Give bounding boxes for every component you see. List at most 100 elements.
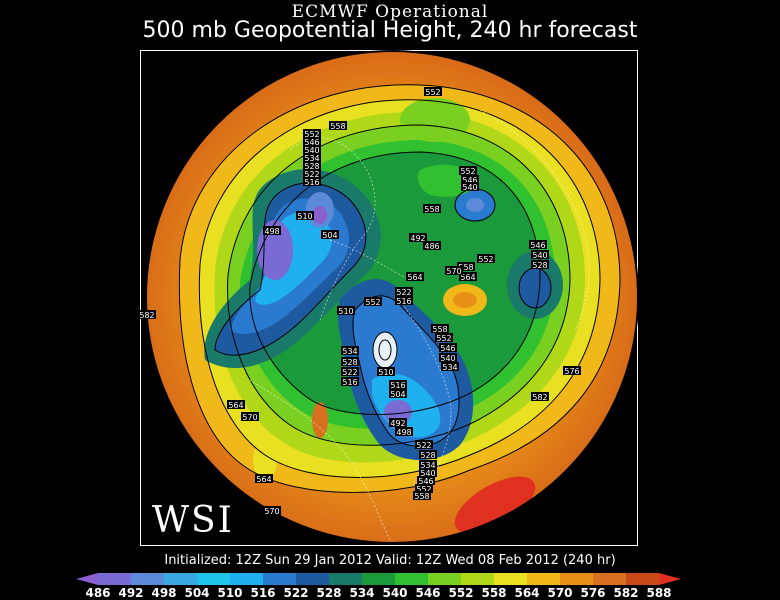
contour-label: 516 xyxy=(396,297,411,306)
contour-label-bg xyxy=(341,357,359,366)
contour-label: 516 xyxy=(390,381,405,390)
contour-label: 510 xyxy=(338,307,353,316)
colorbar-right-arrow xyxy=(659,573,681,585)
colorbar-swatch xyxy=(263,573,296,585)
title-line-1: ECMWF Operational xyxy=(291,2,489,22)
contour-label-bg xyxy=(321,230,339,239)
contour-label-bg xyxy=(337,306,355,315)
colorbar-tick-label: 564 xyxy=(514,586,540,600)
contour-label: 558 xyxy=(424,205,439,214)
colorbar-tick-label: 540 xyxy=(382,586,408,600)
contour-label-bg xyxy=(389,418,407,427)
contour-label-bg xyxy=(439,343,457,352)
colorbar-tick-label: 582 xyxy=(613,586,639,600)
contour-label-bg xyxy=(461,182,479,191)
contour-label: 492 xyxy=(410,234,425,243)
colorbar-swatch xyxy=(395,573,428,585)
contour-label-bg xyxy=(303,153,321,162)
contour-label-bg xyxy=(424,87,442,96)
contour-label-bg xyxy=(415,440,433,449)
contour-label-bg xyxy=(415,484,433,493)
contour-label-bg xyxy=(255,474,273,483)
contour-label: 558 xyxy=(432,325,447,334)
contour-label: 582 xyxy=(139,311,154,320)
colorbar-swatch xyxy=(560,573,593,585)
colorbar-tick-label: 498 xyxy=(151,586,177,600)
contour-label-bg xyxy=(406,272,424,281)
contour-label: 528 xyxy=(304,162,319,171)
contour-label: 552 xyxy=(365,298,380,307)
contour-label: 528 xyxy=(532,261,547,270)
contour-label-bg xyxy=(329,121,347,130)
colorbar-tick-label: 558 xyxy=(481,586,507,600)
colorbar-ticks: 486 492 498 504 510 516 522 528 534 540 546 552 558 5… xyxy=(0,586,780,600)
contour-label: 552 xyxy=(478,255,493,264)
contour-label: 534 xyxy=(304,154,319,163)
contour-label-bg xyxy=(419,450,437,459)
contour-label-bg xyxy=(389,380,407,389)
contour-label-bg xyxy=(529,240,547,249)
contour-label: 522 xyxy=(304,170,319,179)
contour-label-bg xyxy=(303,169,321,178)
title-line-2: 500 mb Geopotential Height, 240 hr forec… xyxy=(142,18,638,43)
contour-label: 498 xyxy=(264,227,279,236)
contour-label-bg xyxy=(341,346,359,355)
contour-label-bg xyxy=(263,506,281,515)
colorbar-swatch xyxy=(197,573,230,585)
colorbar-tick-label: 504 xyxy=(184,586,210,600)
colorbar-left-arrow xyxy=(76,573,98,585)
contour-label-bg xyxy=(423,241,441,250)
colorbar-tick-label: 486 xyxy=(85,586,111,600)
contour-label: 552 xyxy=(425,88,440,97)
contour-label-bg xyxy=(531,250,549,259)
contour-label-bg xyxy=(303,129,321,138)
contour-label: 570 xyxy=(446,267,461,276)
colorbar-tick-label: 522 xyxy=(283,586,309,600)
contour-label: 534 xyxy=(420,461,435,470)
contour-label: 486 xyxy=(424,242,439,251)
contour-label: 510 xyxy=(297,212,312,221)
colorbar-tick-label: 552 xyxy=(448,586,474,600)
contour-label-bg xyxy=(138,310,156,319)
colorbar-swatch xyxy=(164,573,197,585)
contour-label-bg xyxy=(531,260,549,269)
contour-label: 558 xyxy=(330,122,345,131)
contour-label: 546 xyxy=(440,344,455,353)
contour-label-bg xyxy=(241,412,259,421)
contour-label: 570 xyxy=(242,413,257,422)
contour-label: 564 xyxy=(407,273,422,282)
colorbar-swatch xyxy=(131,573,164,585)
contour-label: 558 xyxy=(414,492,429,501)
colorbar-tick-label: 516 xyxy=(250,586,276,600)
colorbar-tick-label: 534 xyxy=(349,586,375,600)
contour-label-bg xyxy=(303,177,321,186)
contour-label: 534 xyxy=(342,347,357,356)
colorbar xyxy=(76,573,681,585)
contour-label: 564 xyxy=(256,475,271,484)
contour-label: 540 xyxy=(420,469,435,478)
contour-label-bg xyxy=(303,137,321,146)
contour-label-bg xyxy=(377,367,395,376)
colorbar-swatch xyxy=(296,573,329,585)
contour-label-bg xyxy=(303,145,321,154)
contour-label-bg xyxy=(423,204,441,213)
colorbar-swatch xyxy=(329,573,362,585)
colorbar-tick-label: 570 xyxy=(547,586,573,600)
contour-label-bg xyxy=(445,266,463,275)
contour-label: 564 xyxy=(460,273,475,282)
contour-label-bg xyxy=(439,353,457,362)
colorbar-tick-label: 588 xyxy=(646,586,672,600)
contour-label-bg xyxy=(441,362,459,371)
colorbar-swatch xyxy=(527,573,560,585)
contour-label-bg xyxy=(413,491,431,500)
contour-label: 504 xyxy=(322,231,337,240)
colorbar-tick-label: 528 xyxy=(316,586,342,600)
contour-label-bg xyxy=(459,166,477,175)
contour-label-bg xyxy=(296,211,314,220)
contour-label-bg xyxy=(563,366,581,375)
contour-label-bg xyxy=(417,476,435,485)
colorbar-swatch xyxy=(626,573,659,585)
contour-label: 546 xyxy=(418,477,433,486)
contour-label: 528 xyxy=(342,358,357,367)
